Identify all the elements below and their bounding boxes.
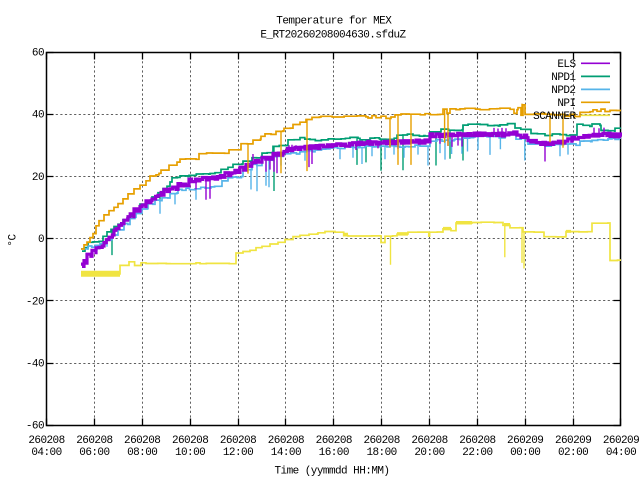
svg-text:-60: -60 [26,421,44,433]
svg-text:NPD1: NPD1 [551,72,576,84]
svg-text:°C: °C [8,234,20,247]
svg-text:260208: 260208 [28,435,64,447]
svg-text:20:00: 20:00 [414,447,444,459]
svg-text:14:00: 14:00 [271,447,301,459]
svg-text:260208: 260208 [76,435,112,447]
svg-text:260208: 260208 [411,435,447,447]
svg-text:04:00: 04:00 [31,447,61,459]
svg-text:Temperature for MEX: Temperature for MEX [276,16,392,28]
svg-text:NPD2: NPD2 [551,85,575,97]
svg-text:08:00: 08:00 [127,447,157,459]
svg-text:02:00: 02:00 [558,447,588,459]
svg-text:260208: 260208 [459,435,495,447]
svg-text:260208: 260208 [363,435,399,447]
svg-text:10:00: 10:00 [175,447,205,459]
svg-text:SCANNER: SCANNER [533,111,576,123]
svg-text:60: 60 [32,48,44,60]
svg-text:260208: 260208 [268,435,304,447]
svg-text:260208: 260208 [316,435,352,447]
svg-text:20: 20 [32,172,44,184]
svg-text:E_RT20260208004630.sfduZ: E_RT20260208004630.sfduZ [260,30,406,42]
svg-text:260209: 260209 [603,435,639,447]
svg-text:260209: 260209 [555,435,591,447]
svg-text:0: 0 [38,234,44,246]
svg-text:-40: -40 [26,359,44,371]
svg-text:260209: 260209 [507,435,543,447]
svg-text:260208: 260208 [220,435,256,447]
svg-text:-20: -20 [26,296,44,308]
svg-text:12:00: 12:00 [223,447,253,459]
svg-text:260208: 260208 [172,435,208,447]
svg-text:NPI: NPI [557,98,575,110]
svg-text:18:00: 18:00 [366,447,396,459]
svg-text:ELS: ELS [557,59,576,71]
svg-text:04:00: 04:00 [606,447,636,459]
svg-text:16:00: 16:00 [319,447,349,459]
svg-text:00:00: 00:00 [510,447,540,459]
svg-text:260208: 260208 [124,435,160,447]
svg-text:22:00: 22:00 [462,447,492,459]
svg-text:Time (yymmdd HH:MM): Time (yymmdd HH:MM) [275,466,390,478]
svg-text:40: 40 [32,110,44,122]
svg-text:06:00: 06:00 [79,447,109,459]
